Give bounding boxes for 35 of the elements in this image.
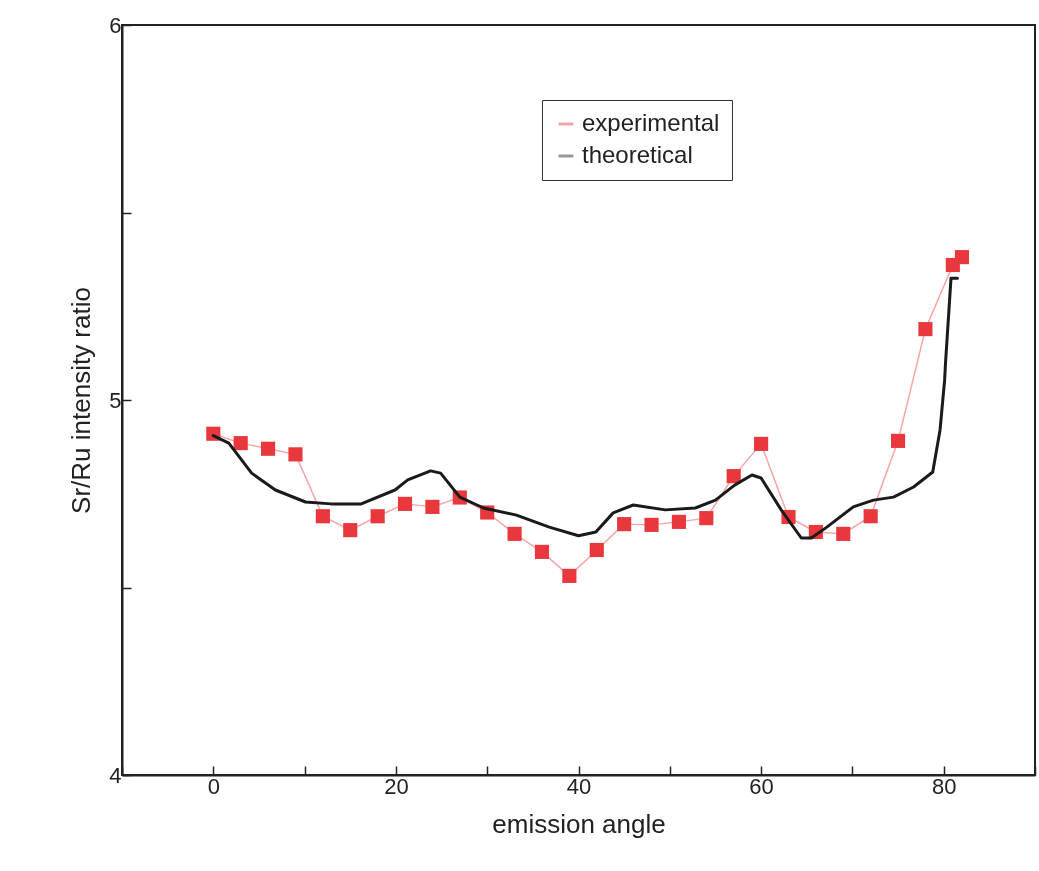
point xyxy=(863,509,878,524)
point xyxy=(918,322,933,337)
point xyxy=(425,499,440,514)
point xyxy=(343,523,358,538)
point xyxy=(699,511,714,526)
point xyxy=(754,436,769,451)
x-tick-label: 20 xyxy=(384,773,409,799)
point xyxy=(370,509,385,524)
point xyxy=(288,447,303,462)
y-tick-label: 4 xyxy=(109,762,122,788)
x-tick-label: 80 xyxy=(931,773,957,799)
point xyxy=(836,526,851,541)
point xyxy=(644,517,659,532)
legend-label: experimental xyxy=(581,109,720,136)
point xyxy=(671,514,686,529)
point xyxy=(397,496,413,511)
point xyxy=(890,433,906,448)
point xyxy=(507,526,522,541)
y-axis-title: Sr/Ru intensity ratio xyxy=(66,287,97,514)
x-axis-title: emission angle xyxy=(492,808,666,839)
point xyxy=(589,542,604,558)
point xyxy=(562,568,577,583)
point xyxy=(315,509,330,524)
point xyxy=(617,517,632,532)
y-tick-label: 5 xyxy=(109,387,122,413)
point xyxy=(233,436,248,451)
point xyxy=(954,250,970,265)
point xyxy=(534,544,550,559)
point xyxy=(261,441,276,456)
y-tick-label: 6 xyxy=(109,12,122,38)
x-tick-label: 60 xyxy=(749,773,774,799)
x-tick-label: 40 xyxy=(566,773,592,799)
legend-label: theoretical xyxy=(581,141,693,168)
x-tick-label: 0 xyxy=(207,773,220,799)
point xyxy=(726,469,741,484)
